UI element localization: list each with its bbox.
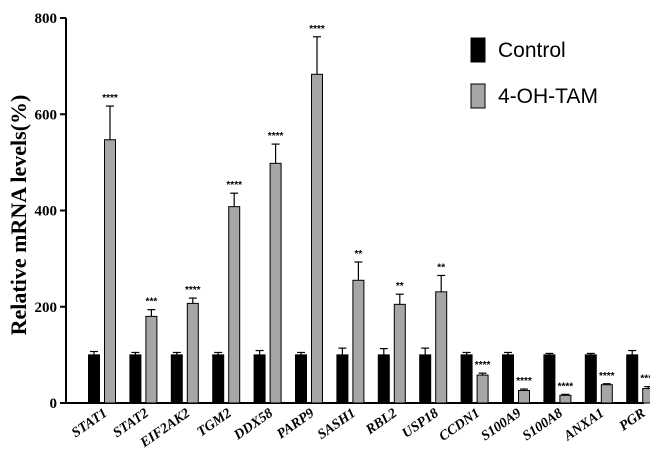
bar-control [88, 354, 100, 404]
legend-label-treatment: 4-OH-TAM [498, 85, 598, 108]
significance-label: **** [102, 93, 118, 104]
y-ticks: 0 200 400 600 800 [35, 11, 66, 412]
significance-label: **** [185, 285, 201, 296]
bar-treatment [600, 384, 613, 404]
bar-treatment [311, 73, 323, 404]
bar-treatment [145, 315, 158, 404]
bar-control [170, 354, 183, 404]
bar-control [295, 354, 307, 404]
category-label: S100A8 [520, 406, 566, 444]
legend-swatch-control [470, 37, 486, 63]
bars: ************************************* ***… [88, 24, 650, 404]
significance-label: **** [475, 360, 491, 371]
significance-label: ** [355, 249, 363, 260]
legend: Control 4-OH-TAM [470, 37, 598, 109]
legend-label-control: Control [498, 39, 566, 62]
significance-label: **** [640, 374, 650, 385]
bar-treatment [476, 374, 489, 404]
bar-control [502, 354, 514, 404]
significance-label: **** [309, 24, 325, 35]
significance-label: ** [437, 262, 445, 273]
bar-control [129, 354, 142, 404]
significance-label: **** [268, 131, 284, 142]
y-tick-label: 600 [35, 107, 58, 123]
bar-treatment [269, 162, 282, 404]
bar-treatment [435, 291, 448, 404]
significance-label: **** [599, 371, 615, 382]
y-tick-label: 800 [35, 11, 58, 27]
significance-label: **** [226, 180, 242, 191]
category-label: SASH1 [315, 406, 359, 443]
category-label: ANXA1 [561, 406, 607, 445]
bar-control [626, 354, 639, 404]
category-label: PARP9 [274, 406, 317, 442]
bar-treatment [186, 302, 199, 404]
bar-control [584, 354, 597, 404]
y-axis-title: Relative mRNA levels(%) [6, 95, 31, 336]
significance-label: **** [558, 381, 574, 392]
bar-treatment [104, 139, 116, 404]
category-label: S100A9 [479, 406, 525, 444]
category-label: PGR [617, 406, 649, 434]
category-label: CCDN1 [437, 406, 483, 445]
bar-control [419, 354, 432, 404]
bar-control [253, 354, 266, 404]
bar-treatment [642, 388, 650, 404]
category-label: TGM2 [195, 406, 235, 440]
significance-label: ** [396, 281, 404, 292]
significance-label: **** [516, 376, 532, 387]
bar-treatment [559, 394, 572, 404]
bar-treatment [352, 279, 365, 404]
bar-treatment [518, 389, 530, 404]
category-label: DDX58 [231, 406, 276, 444]
bar-control [460, 354, 473, 404]
bar-control [377, 354, 390, 404]
bar-control [543, 354, 556, 404]
bar-control [336, 354, 349, 404]
bar-treatment [228, 206, 241, 404]
bar-control [212, 354, 225, 404]
bar-treatment [393, 303, 406, 404]
y-tick-label: 200 [35, 300, 58, 316]
category-label: USP18 [400, 406, 442, 441]
y-tick-label: 0 [50, 396, 58, 412]
y-tick-label: 400 [35, 204, 58, 220]
category-label: RBL2 [363, 406, 400, 438]
category-label: STAT1 [69, 406, 110, 441]
significance-label: *** [146, 297, 158, 308]
legend-swatch-treatment [470, 83, 486, 109]
